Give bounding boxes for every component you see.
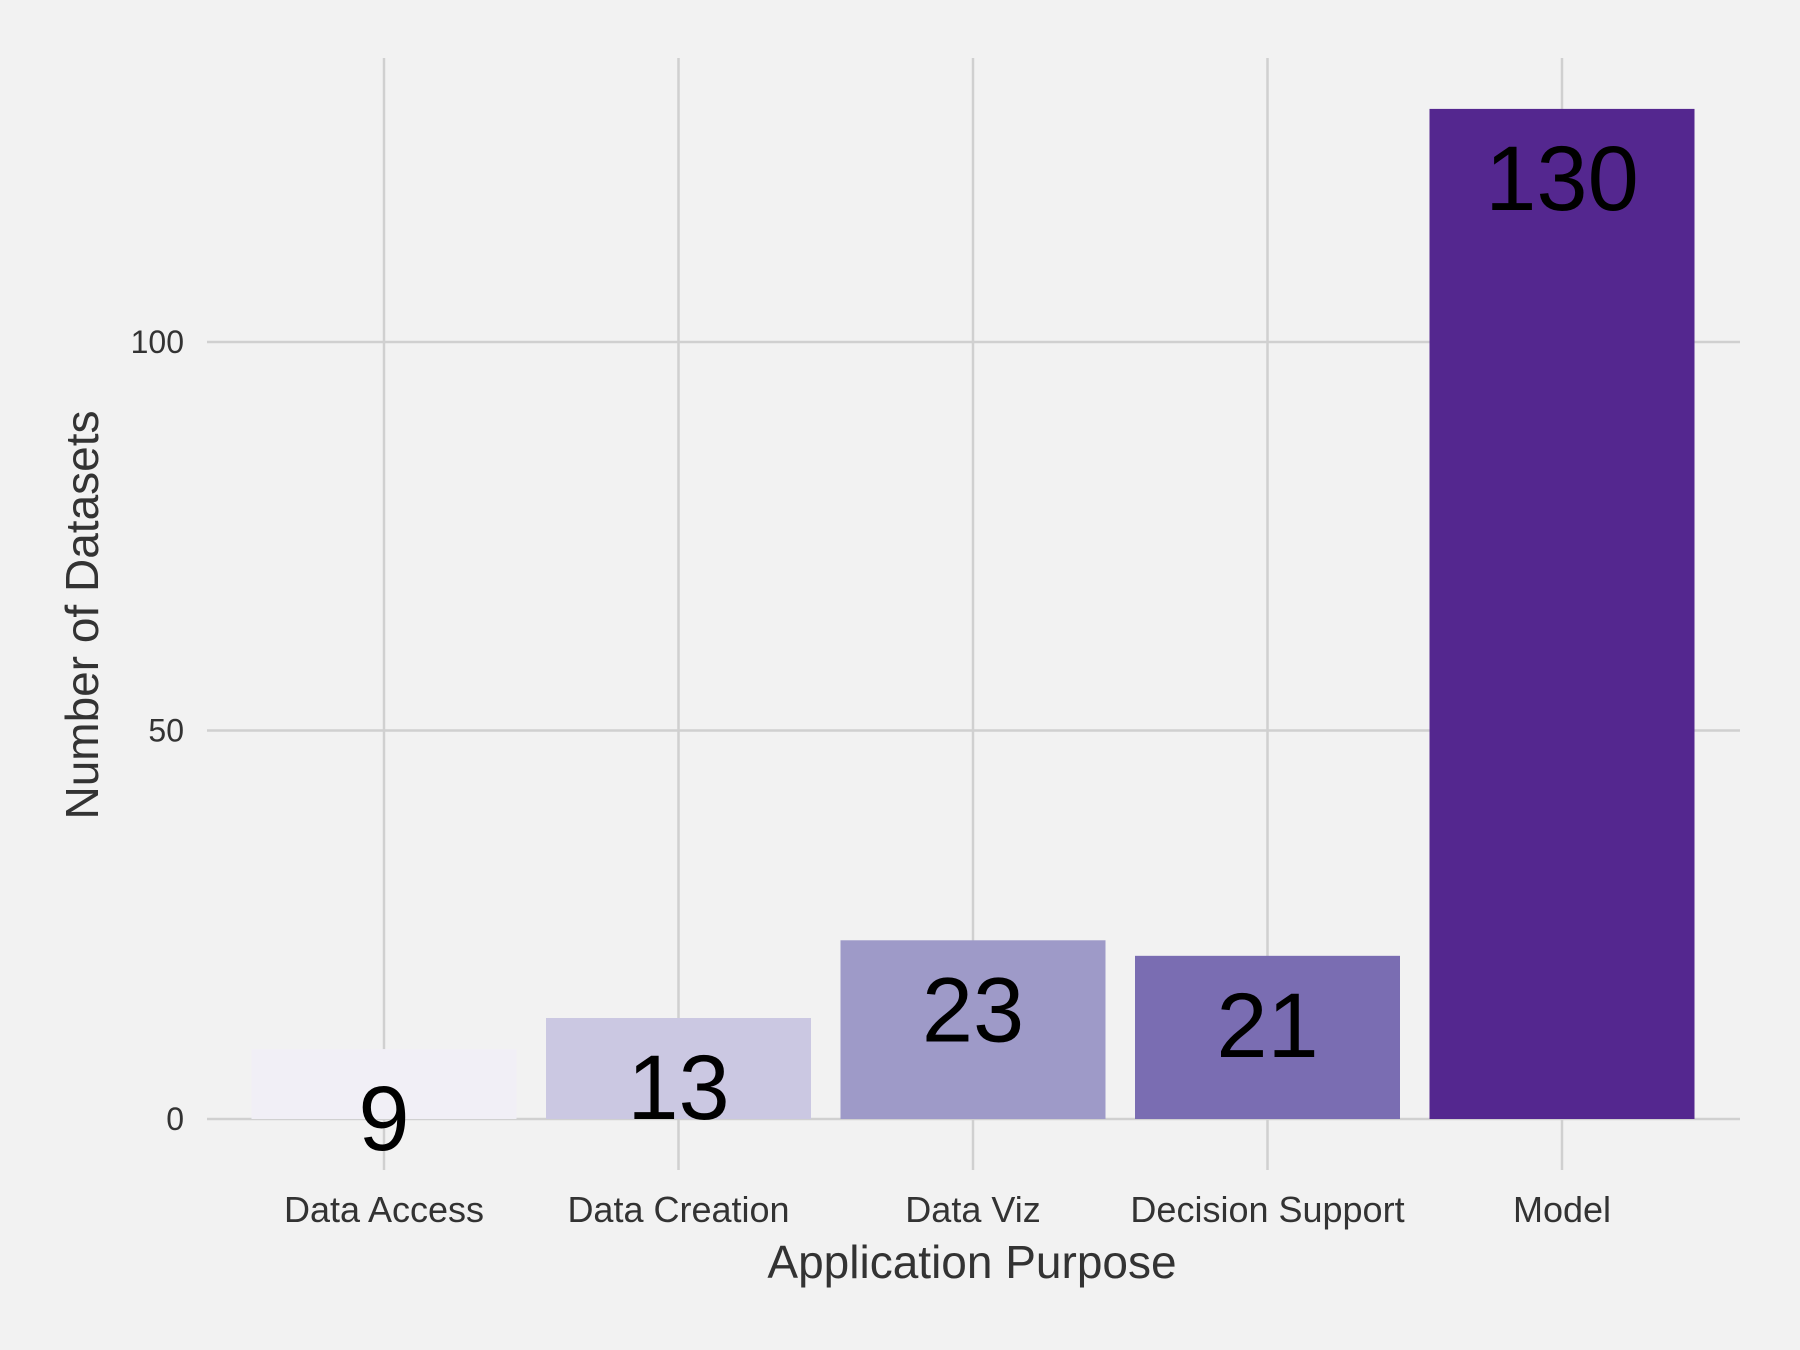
bars	[251, 108, 1695, 1119]
x-tick-label: Model	[1513, 1189, 1611, 1230]
y-tick-label: 0	[166, 1101, 184, 1137]
bar	[1429, 108, 1695, 1119]
bar-value-label: 9	[358, 1068, 409, 1170]
y-axis-ticks: 0 50 100	[131, 324, 184, 1137]
bar	[1135, 955, 1400, 1119]
bar-value-labels: 9 13 23 21 130	[358, 128, 1638, 1170]
y-tick-label: 100	[131, 324, 184, 360]
bar-value-label: 130	[1485, 128, 1639, 230]
bar	[546, 1017, 811, 1119]
x-tick-label: Decision Support	[1130, 1189, 1404, 1230]
x-axis-title: Application Purpose	[767, 1236, 1176, 1288]
bar	[251, 1049, 517, 1119]
bar	[840, 940, 1106, 1119]
x-tick-label: Data Creation	[567, 1189, 789, 1230]
x-tick-label: Data Access	[284, 1189, 484, 1230]
bar-value-label: 23	[922, 959, 1024, 1061]
y-tick-label: 50	[148, 713, 184, 749]
bar-value-label: 21	[1216, 975, 1318, 1077]
x-axis-ticks: Data Access Data Creation Data Viz Decision…	[284, 1189, 1611, 1230]
y-axis-title: Number of Datasets	[56, 410, 108, 819]
x-tick-label: Data Viz	[905, 1189, 1040, 1230]
bar-value-label: 13	[627, 1037, 729, 1139]
